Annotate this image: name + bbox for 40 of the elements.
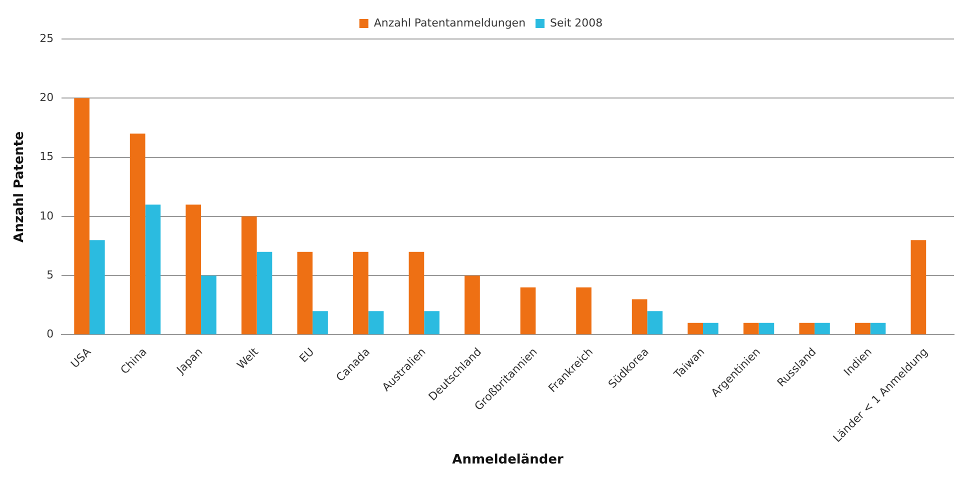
bar	[799, 322, 815, 334]
x-tick-label: USA	[68, 345, 94, 371]
bar	[758, 322, 774, 334]
bar	[145, 204, 161, 334]
bar	[688, 322, 704, 334]
y-tick-label: 0	[46, 328, 54, 341]
bar	[312, 311, 328, 334]
bar	[424, 311, 440, 334]
bar	[647, 311, 663, 334]
bar	[910, 240, 926, 334]
legend-label: Seit 2008	[550, 16, 603, 30]
bar	[408, 252, 424, 334]
y-tick-label: 20	[40, 91, 54, 104]
bar	[855, 322, 870, 334]
bar	[464, 276, 480, 334]
bar	[870, 322, 886, 334]
legend-label: Anzahl Patentanmeldungen	[374, 16, 526, 30]
bar	[368, 311, 384, 334]
bar	[576, 287, 592, 334]
bar	[74, 98, 90, 334]
bar	[186, 204, 202, 334]
bar	[256, 252, 272, 334]
bar	[130, 134, 146, 334]
bar	[703, 322, 718, 334]
x-tick-label: EU	[296, 345, 317, 366]
bar	[89, 240, 105, 334]
y-axis-title: Anzahl Patente	[12, 131, 28, 242]
y-tick-label: 15	[40, 150, 54, 164]
bar	[520, 287, 536, 334]
bar	[632, 299, 648, 334]
bar	[201, 276, 216, 334]
bar	[297, 252, 313, 334]
bar	[814, 322, 830, 334]
y-tick-label: 25	[40, 32, 54, 45]
bar	[241, 216, 257, 334]
bar	[353, 252, 368, 334]
y-tick-label: 5	[46, 268, 54, 282]
y-tick-label: 10	[40, 209, 54, 222]
bar	[743, 322, 759, 334]
x-axis-title: Anmeldeländer	[452, 452, 564, 468]
